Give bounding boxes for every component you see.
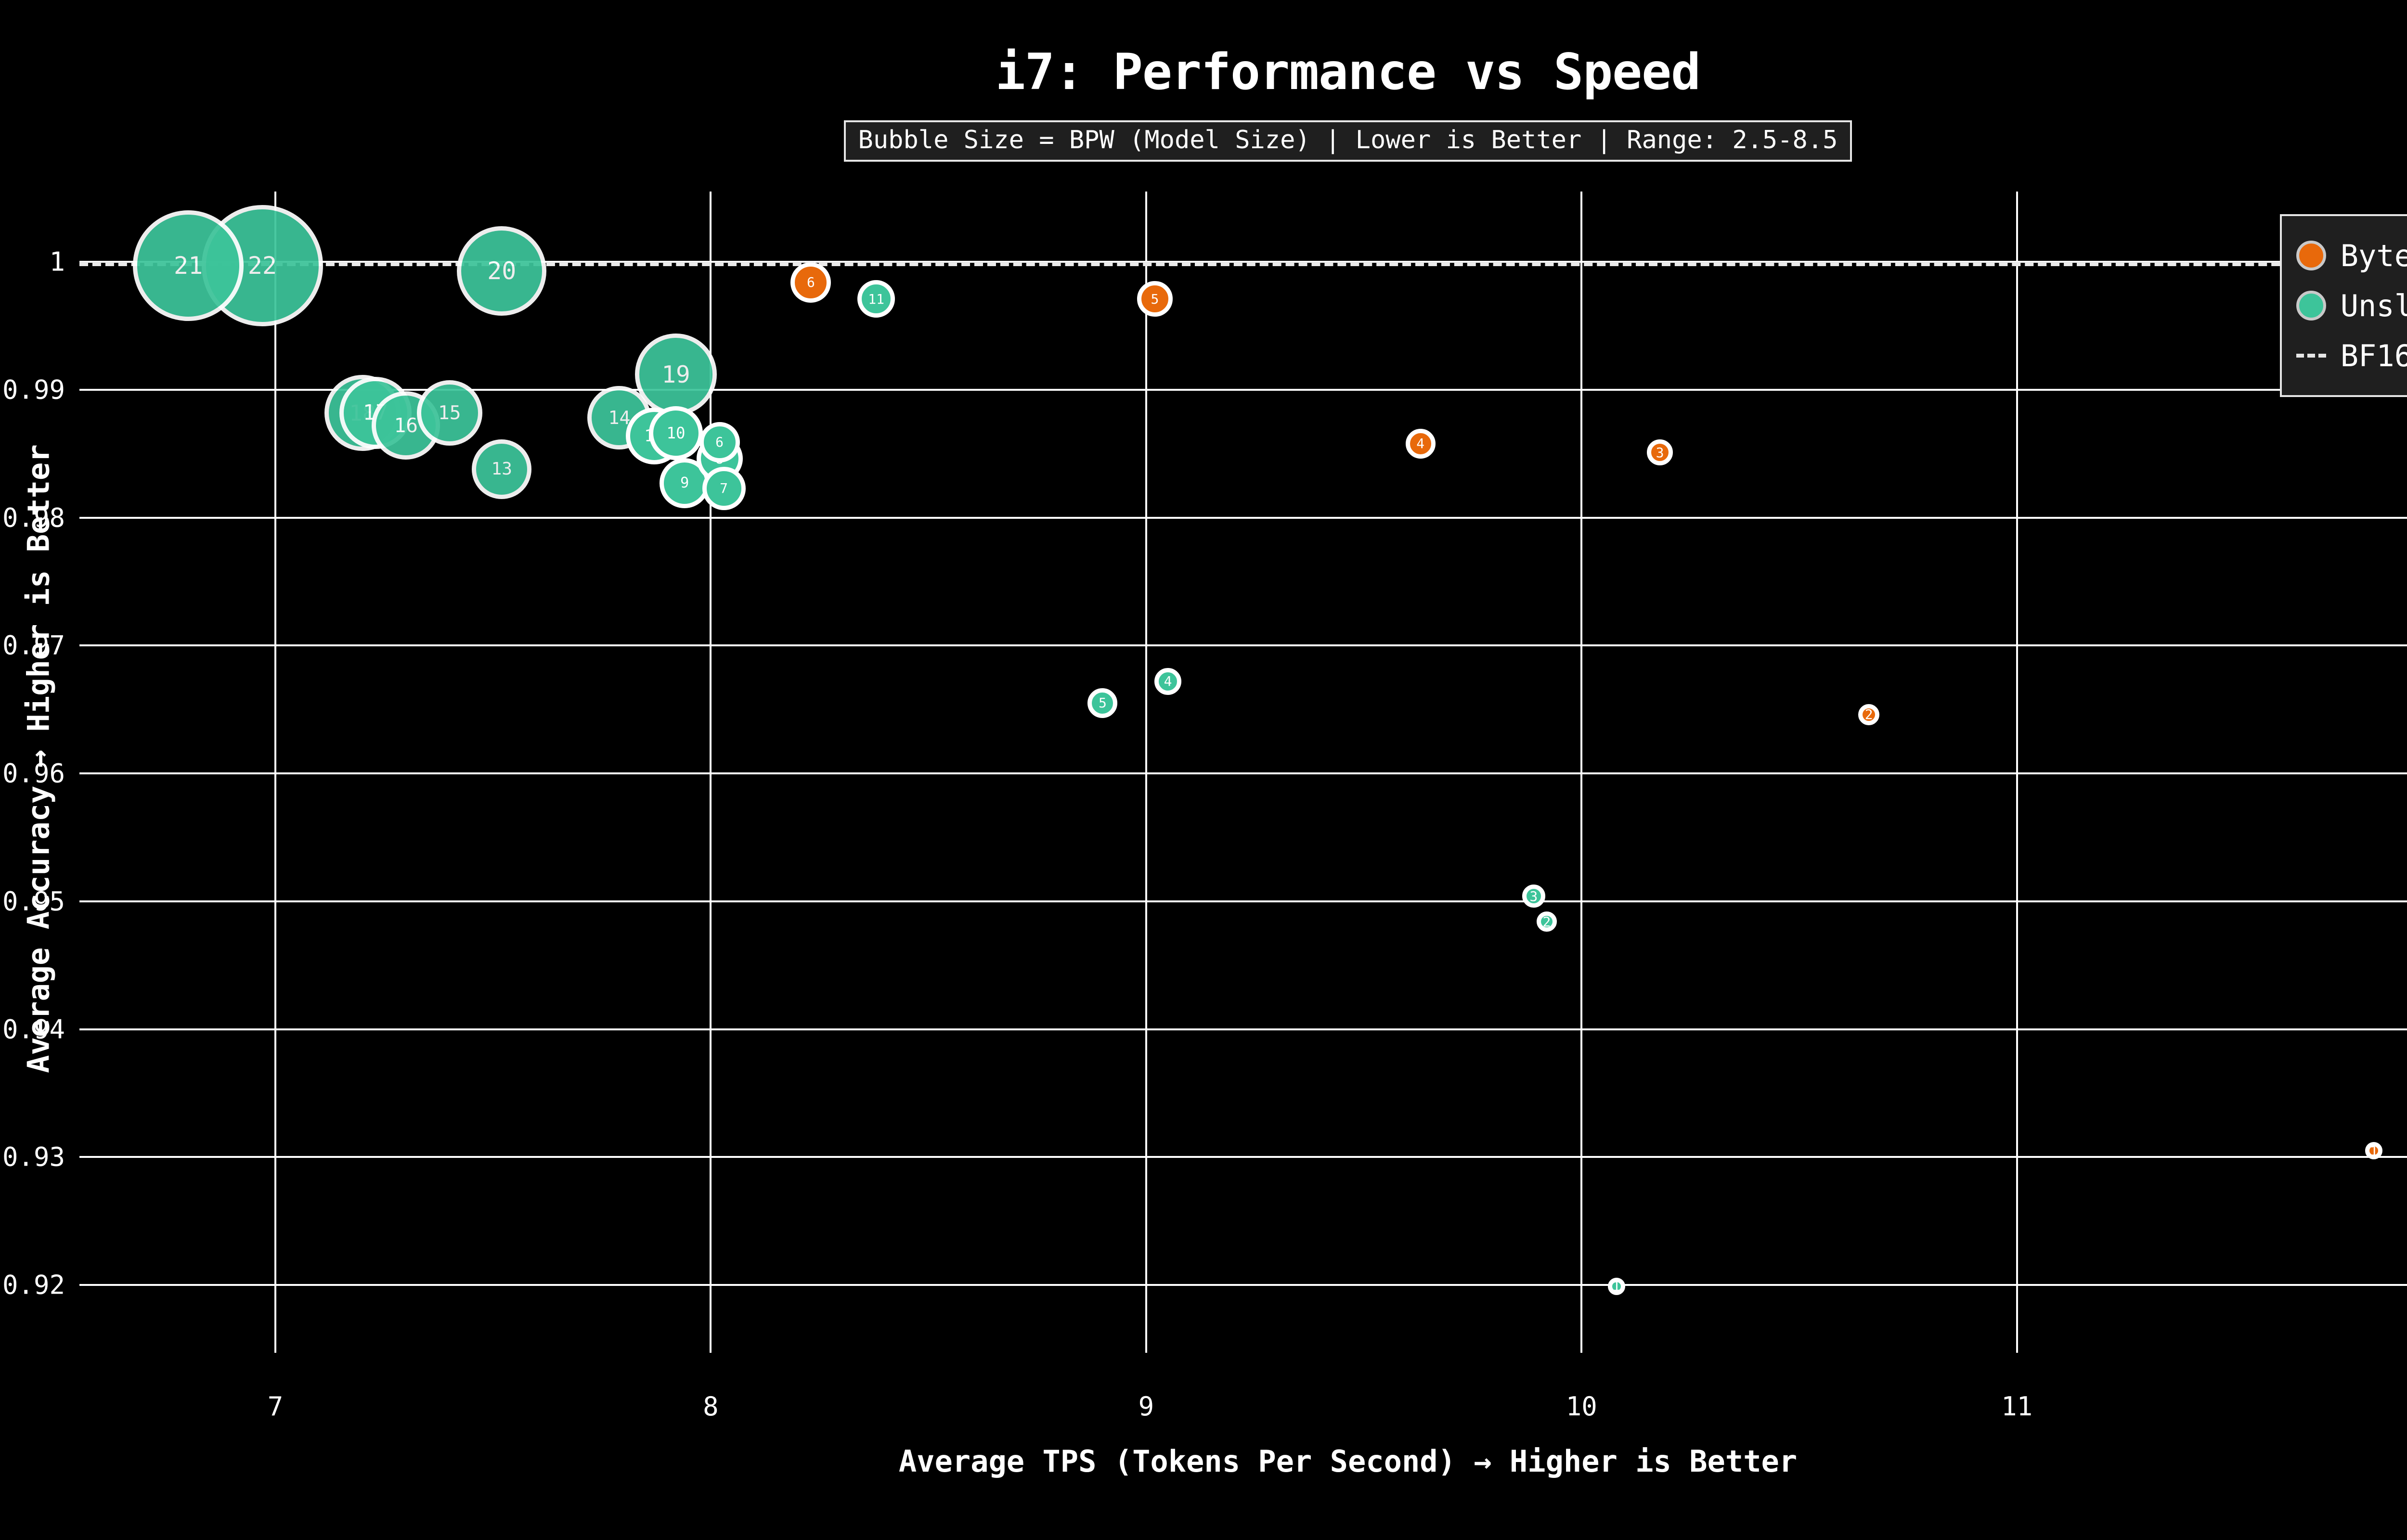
gridline-vertical — [2016, 192, 2018, 1353]
chart-subtitle: Bubble Size = BPW (Model Size) | Lower i… — [843, 120, 1852, 162]
y-axis-tick-label: 0.99 — [2, 374, 65, 405]
gridline-vertical — [1580, 192, 1583, 1353]
legend-item-unsloth[interactable]: Unsloth — [2296, 281, 2407, 331]
bubble-byteshape-6[interactable]: 6 — [790, 262, 831, 303]
bubble-unsloth-4[interactable]: 4 — [1154, 667, 1182, 695]
gridline-horizontal — [79, 388, 2407, 391]
x-axis-label: Average TPS (Tokens Per Second) → Higher… — [898, 1444, 1798, 1479]
gridline-horizontal — [79, 1156, 2407, 1158]
y-axis-tick-label: 0.95 — [2, 886, 65, 917]
bubble-unsloth-6[interactable]: 6 — [699, 422, 740, 462]
x-axis-tick-label: 12 — [2404, 1391, 2407, 1422]
bubble-unsloth-15[interactable]: 15 — [416, 380, 482, 446]
y-axis-tick-label: 0.92 — [2, 1270, 65, 1300]
bubble-byteshape-1[interactable]: 1 — [2365, 1142, 2383, 1160]
bubble-unsloth-3[interactable]: 3 — [1522, 885, 1545, 908]
legend-item-bf16-baseline[interactable]: BF16 Baseline — [2296, 331, 2407, 381]
chart-legend[interactable]: ByteShape Unsloth BF16 Baseline — [2279, 214, 2407, 397]
bubble-unsloth-1[interactable]: 1 — [1607, 1277, 1625, 1295]
gridline-vertical — [274, 192, 276, 1353]
bubble-byteshape-2[interactable]: 2 — [1858, 704, 1880, 725]
bf16-baseline-line — [79, 262, 2407, 267]
x-axis-tick-label: 7 — [267, 1391, 284, 1422]
gridline-horizontal — [79, 516, 2407, 519]
bubble-unsloth-20[interactable]: 20 — [457, 226, 547, 316]
legend-circle-icon — [2296, 291, 2326, 321]
plot-area: 2221201918171615141312109876611554433221… — [79, 192, 2407, 1353]
bubble-byteshape-5[interactable]: 5 — [1137, 281, 1173, 317]
y-axis-tick-label: 0.96 — [2, 758, 65, 789]
legend-item-byteshape[interactable]: ByteShape — [2296, 231, 2407, 281]
chart-title: i7: Performance vs Speed — [995, 43, 1701, 101]
legend-circle-icon — [2296, 241, 2326, 270]
bubble-unsloth-7[interactable]: 7 — [702, 466, 746, 510]
gridline-horizontal — [79, 644, 2407, 647]
bubble-unsloth-11[interactable]: 11 — [857, 280, 895, 318]
gridline-vertical — [1145, 192, 1147, 1353]
gridline-horizontal — [79, 900, 2407, 902]
y-axis-tick-label: 0.97 — [2, 630, 65, 661]
legend-item-label: ByteShape — [2340, 238, 2407, 273]
legend-dashed-line-icon — [2296, 354, 2326, 358]
bubble-byteshape-4[interactable]: 4 — [1405, 428, 1436, 459]
bubble-unsloth-2[interactable]: 2 — [1536, 911, 1557, 932]
bubble-unsloth-5[interactable]: 5 — [1087, 688, 1118, 718]
y-axis-tick-label: 0.98 — [2, 502, 65, 533]
legend-item-label: BF16 Baseline — [2340, 338, 2407, 373]
bubble-byteshape-3[interactable]: 3 — [1647, 439, 1673, 466]
bubble-unsloth-10[interactable]: 10 — [649, 406, 703, 461]
x-axis-tick-label: 9 — [1138, 1391, 1154, 1422]
x-axis-tick-label: 8 — [703, 1391, 719, 1422]
gridline-horizontal — [79, 772, 2407, 775]
bubble-unsloth-13[interactable]: 13 — [472, 439, 532, 499]
chart-subtitle-container: Bubble Size = BPW (Model Size) | Lower i… — [0, 120, 2407, 162]
legend-item-label: Unsloth — [2340, 288, 2407, 323]
bubble-unsloth-21[interactable]: 21 — [133, 210, 244, 321]
gridline-horizontal — [79, 1028, 2407, 1030]
x-axis-tick-label: 11 — [2001, 1391, 2033, 1422]
y-axis-tick-label: 0.94 — [2, 1014, 65, 1045]
gridline-horizontal — [79, 1284, 2407, 1286]
y-axis-label: Average Accuracy → Higher is Better — [21, 444, 56, 1073]
x-axis-tick-label: 10 — [1566, 1391, 1597, 1422]
y-axis-tick-label: 1 — [49, 246, 65, 277]
y-axis-tick-label: 0.93 — [2, 1142, 65, 1172]
gridline-vertical — [710, 192, 712, 1353]
